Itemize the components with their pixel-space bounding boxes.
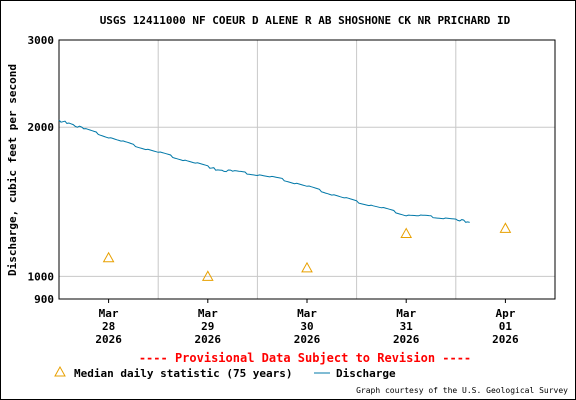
series-layer (58, 119, 512, 281)
x-tick-label: Mar (198, 307, 218, 320)
x-tick-label: 31 (400, 320, 414, 333)
plot-area (58, 39, 556, 300)
provisional-notice: ---- Provisional Data Subject to Revisio… (139, 351, 471, 365)
x-tick-label: 28 (102, 320, 115, 333)
discharge-line (58, 119, 470, 223)
graph-credit: Graph courtesy of the U.S. Geological Su… (356, 386, 568, 395)
median-point (400, 227, 413, 239)
y-tick-label: 2000 (28, 121, 55, 134)
y-tick-label: 1000 (28, 270, 55, 283)
median-point (301, 261, 313, 273)
y-tick-label: 900 (34, 293, 54, 306)
legend-median-triangle-icon (54, 365, 66, 377)
chart-title: USGS 12411000 NF COEUR D ALENE R AB SHOS… (100, 14, 511, 27)
legend: Median daily statistic (75 years) Discha… (54, 365, 396, 380)
median-point (102, 251, 115, 263)
y-axis-ticks: 3000 2000 1000 900 (28, 34, 55, 306)
y-tick-label: 3000 (28, 34, 55, 47)
x-tick-label: 2026 (195, 333, 222, 346)
x-tick-label: 01 (499, 320, 513, 333)
x-tick-label: 2026 (294, 333, 321, 346)
x-tick-label: 2026 (492, 333, 519, 346)
y-axis-label: Discharge, cubic feet per second (6, 64, 19, 276)
x-tick-label: Mar (297, 307, 317, 320)
legend-discharge-label: Discharge (336, 367, 396, 380)
x-tick-label: 30 (300, 320, 313, 333)
x-tick-label: Mar (99, 307, 119, 320)
grid-lines (59, 40, 555, 299)
x-tick-label: 2026 (95, 333, 122, 346)
x-tick-label: 29 (201, 320, 214, 333)
x-tick-label: 2026 (393, 333, 420, 346)
legend-median-label: Median daily statistic (75 years) (74, 367, 293, 380)
x-tick-label: Mar (396, 307, 416, 320)
median-point (499, 222, 512, 233)
x-axis-ticks: Mar282026Mar292026Mar302026Mar312026Apr0… (95, 299, 519, 346)
x-tick-label: Apr (495, 307, 515, 320)
median-point (201, 270, 214, 281)
